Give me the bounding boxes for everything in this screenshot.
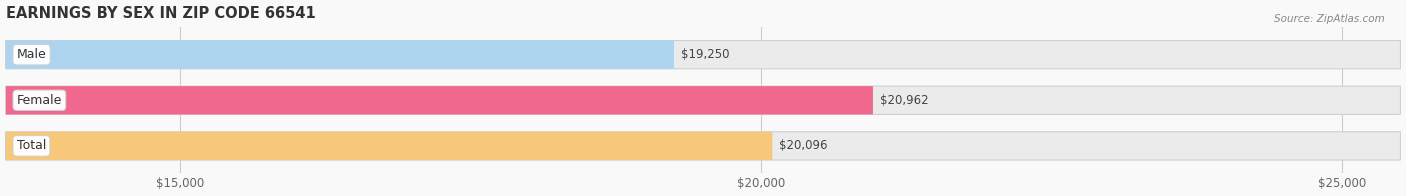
FancyBboxPatch shape (6, 41, 673, 69)
FancyBboxPatch shape (6, 86, 873, 114)
Text: Total: Total (17, 139, 46, 152)
Text: $20,962: $20,962 (880, 94, 928, 107)
Text: Male: Male (17, 48, 46, 61)
Text: Source: ZipAtlas.com: Source: ZipAtlas.com (1274, 14, 1385, 24)
Text: $20,096: $20,096 (779, 139, 828, 152)
Text: $19,250: $19,250 (681, 48, 730, 61)
FancyBboxPatch shape (6, 41, 1400, 69)
Text: EARNINGS BY SEX IN ZIP CODE 66541: EARNINGS BY SEX IN ZIP CODE 66541 (6, 5, 315, 21)
FancyBboxPatch shape (6, 132, 1400, 160)
FancyBboxPatch shape (6, 132, 772, 160)
FancyBboxPatch shape (6, 86, 1400, 114)
Text: Female: Female (17, 94, 62, 107)
